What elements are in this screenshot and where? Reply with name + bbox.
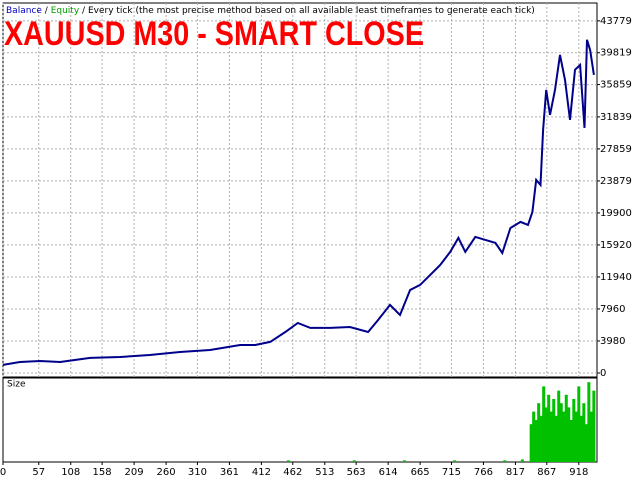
- x-tick-label: 108: [61, 467, 80, 478]
- size-bar: [579, 415, 583, 462]
- legend-balance: Balance: [6, 6, 42, 16]
- size-bar: [574, 411, 578, 462]
- y-tick-label: 15920: [600, 240, 632, 251]
- x-tick-label: 665: [411, 467, 430, 478]
- size-bar: [542, 386, 546, 462]
- size-bar: [352, 460, 356, 462]
- size-bar: [539, 415, 543, 462]
- size-bar: [562, 411, 566, 462]
- size-bar: [559, 403, 563, 462]
- y-tick-label: 27859: [600, 144, 632, 155]
- size-bar: [557, 390, 561, 462]
- pane-title: Size: [7, 380, 26, 390]
- size-bar: [587, 382, 591, 462]
- size-bar: [453, 460, 457, 462]
- size-bar: [534, 420, 538, 462]
- size-bar: [584, 424, 588, 462]
- y-tick-label: 23879: [600, 176, 632, 187]
- size-bar: [549, 411, 553, 462]
- x-tick-label: 57: [32, 467, 45, 478]
- legend-equity: Equity: [51, 6, 80, 16]
- y-tick-label: 0: [600, 368, 606, 379]
- y-tick-label: 43779: [600, 16, 632, 27]
- size-bar: [564, 394, 568, 462]
- x-tick-label: 0: [0, 467, 6, 478]
- x-tick-label: 310: [188, 467, 207, 478]
- x-tick-label: 817: [506, 467, 525, 478]
- chart-title: XAUUSD M30 - SMART CLOSE: [4, 15, 424, 53]
- x-tick-label: 361: [220, 467, 239, 478]
- y-tick-label: 31839: [600, 112, 632, 123]
- size-bar: [569, 420, 573, 462]
- y-tick-label: 3980: [600, 336, 625, 347]
- x-tick-label: 209: [125, 467, 144, 478]
- size-bar: [577, 386, 581, 462]
- size-bar: [547, 394, 551, 462]
- y-tick-label: 11940: [600, 272, 632, 283]
- size-bar: [537, 403, 541, 462]
- x-tick-label: 412: [252, 467, 271, 478]
- size-bar: [592, 390, 596, 462]
- x-tick-label: 766: [474, 467, 493, 478]
- subtitle: Every tick (the most precise method base…: [88, 6, 535, 16]
- main-pane: [2, 2, 598, 378]
- legend: Balance / Equity / Every tick (the most …: [6, 6, 535, 16]
- x-tick-label: 513: [315, 467, 334, 478]
- size-bar: [567, 407, 571, 462]
- size-bar: [520, 459, 524, 462]
- size-bar: [582, 403, 586, 462]
- size-bar: [589, 411, 593, 462]
- y-tick-label: 39819: [600, 48, 632, 59]
- separator: /: [45, 6, 49, 16]
- x-tick-label: 260: [157, 467, 176, 478]
- size-bar: [572, 399, 576, 462]
- size-bar: [402, 460, 406, 462]
- size-bar: [286, 460, 290, 462]
- grid: [2, 3, 597, 377]
- separator: /: [82, 6, 86, 16]
- x-tick-label: 462: [283, 467, 302, 478]
- size-bar: [554, 415, 558, 462]
- size-bar: [503, 460, 507, 462]
- x-tick-label: 158: [93, 467, 112, 478]
- x-tick-label: 918: [569, 467, 588, 478]
- y-tick-label: 35859: [600, 80, 632, 91]
- y-tick-label: 7960: [600, 304, 625, 315]
- size-bar: [532, 411, 536, 462]
- x-tick-label: 715: [442, 467, 461, 478]
- x-tick-label: 867: [537, 467, 556, 478]
- size-bar: [544, 407, 548, 462]
- x-tick-label: 563: [347, 467, 366, 478]
- y-tick-label: 19900: [600, 208, 632, 219]
- x-tick-label: 614: [379, 467, 398, 478]
- size-bar: [552, 399, 556, 462]
- size-pane: [2, 377, 598, 463]
- size-bar: [529, 424, 533, 462]
- balance-line: [2, 39, 595, 366]
